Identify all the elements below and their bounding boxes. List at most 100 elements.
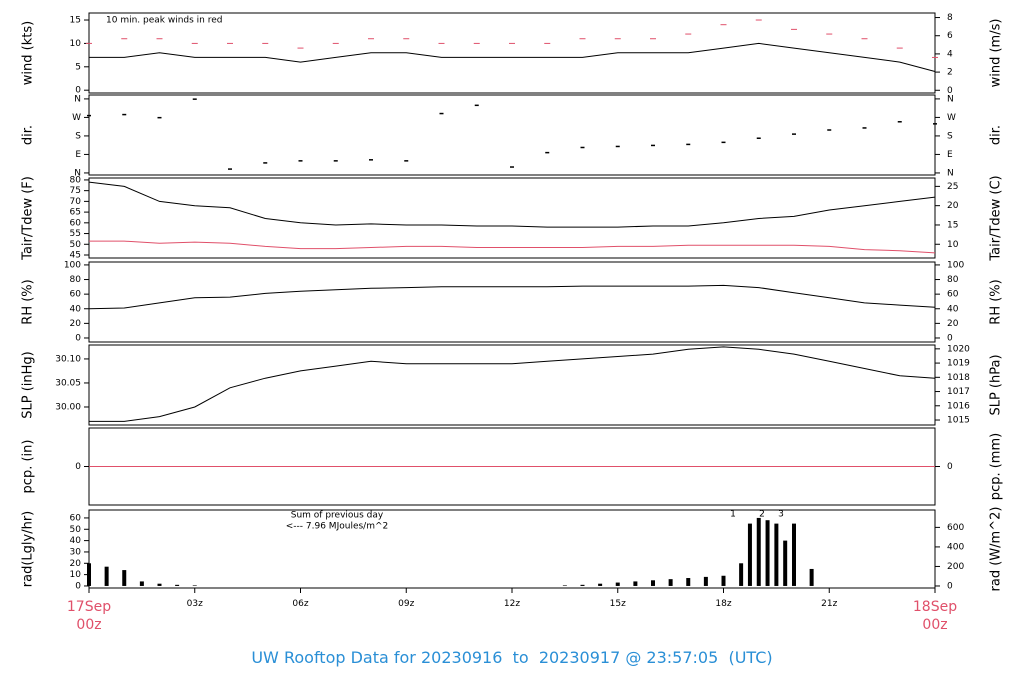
bar bbox=[580, 584, 585, 586]
data-line bbox=[88, 284, 936, 310]
bar bbox=[774, 523, 779, 586]
x-tick-label: 21z bbox=[821, 599, 838, 609]
dir-point bbox=[827, 129, 832, 131]
y-tick-label: 0 bbox=[75, 462, 81, 472]
bar bbox=[175, 584, 180, 586]
annotation: 2 bbox=[759, 510, 765, 520]
data-line bbox=[89, 240, 936, 254]
data-line bbox=[88, 181, 936, 228]
y2-tick-label: 20 bbox=[947, 319, 959, 329]
bar bbox=[651, 580, 655, 586]
dir-point bbox=[263, 162, 268, 164]
y-tick-label: 10 bbox=[70, 39, 82, 49]
bar bbox=[739, 563, 744, 586]
y-tick-label: 60 bbox=[70, 218, 82, 228]
y2-tick-label: 25 bbox=[947, 182, 958, 192]
bar bbox=[615, 582, 620, 586]
y-axis-label: pcp. (in) bbox=[21, 440, 36, 494]
y2-axis-label: Tair/Tdew (C) bbox=[989, 175, 1004, 261]
y2-tick-label: 400 bbox=[947, 542, 964, 552]
bar bbox=[756, 517, 761, 586]
dir-point bbox=[756, 137, 761, 139]
y2-tick-label: 15 bbox=[947, 220, 958, 230]
y2-tick-label: 4 bbox=[947, 49, 953, 59]
y-tick-label: E bbox=[75, 150, 81, 160]
y-axis-label: Tair/Tdew (F) bbox=[21, 176, 36, 261]
y2-tick-label: N bbox=[947, 94, 954, 104]
y-tick-label: 10 bbox=[70, 570, 82, 580]
y-tick-label: 20 bbox=[70, 319, 82, 329]
dir-point bbox=[933, 123, 937, 125]
y2-axis-label: pcp. (mm) bbox=[989, 433, 1004, 500]
annotation: 1 bbox=[730, 510, 736, 520]
y2-axis-label: rad (W/m^2) bbox=[989, 507, 1004, 592]
y-tick-label: 20 bbox=[70, 559, 82, 569]
data-line bbox=[89, 346, 936, 422]
y2-tick-label: S bbox=[947, 131, 953, 141]
y-tick-label: 30.00 bbox=[55, 402, 81, 412]
bar bbox=[703, 576, 708, 586]
y-axis-label: RH (%) bbox=[21, 279, 36, 324]
y2-tick-label: 1018 bbox=[947, 373, 970, 383]
data-line bbox=[89, 42, 936, 72]
dir-point bbox=[897, 121, 902, 123]
dir-point bbox=[792, 133, 796, 135]
annotation: 3 bbox=[778, 510, 784, 520]
y2-axis-label: SLP (hPa) bbox=[989, 354, 1004, 415]
dir-point bbox=[474, 104, 479, 107]
y-tick-label: 5 bbox=[75, 62, 81, 72]
plot-frame bbox=[88, 261, 936, 343]
y-tick-label: 45 bbox=[70, 250, 81, 260]
y-axis-label: dir. bbox=[21, 125, 36, 145]
y2-tick-label: E bbox=[947, 150, 953, 160]
x-tick-label: 09z bbox=[398, 599, 415, 609]
dir-point bbox=[87, 114, 91, 117]
y-axis-label: SLP (inHg) bbox=[21, 351, 36, 419]
dir-point bbox=[651, 144, 655, 147]
bar bbox=[122, 570, 127, 586]
y2-tick-label: 1019 bbox=[947, 359, 970, 369]
y-tick-label: 80 bbox=[70, 175, 82, 185]
y2-tick-label: 80 bbox=[947, 275, 959, 285]
dir-point bbox=[228, 168, 232, 170]
bar bbox=[792, 523, 796, 586]
bar bbox=[747, 523, 752, 586]
x-tick-label: 15z bbox=[609, 599, 626, 609]
y2-tick-label: 6 bbox=[947, 31, 953, 41]
y2-tick-label: 1015 bbox=[947, 416, 970, 426]
bar bbox=[686, 578, 691, 586]
y2-tick-label: 2 bbox=[947, 68, 953, 78]
y-axis-label: wind (kts) bbox=[21, 21, 36, 85]
y2-tick-label: 40 bbox=[947, 304, 959, 314]
dir-point bbox=[510, 166, 514, 168]
y-tick-label: 40 bbox=[70, 536, 82, 546]
y2-tick-label: N bbox=[947, 168, 954, 178]
y2-tick-label: 60 bbox=[947, 290, 959, 300]
y-tick-label: 40 bbox=[70, 304, 82, 314]
bar bbox=[809, 568, 814, 586]
annotation: 10 min. peak winds in red bbox=[106, 16, 223, 26]
bar bbox=[721, 575, 726, 586]
x-tick-label: 06z bbox=[292, 599, 309, 609]
y-tick-label: 0 bbox=[75, 333, 81, 343]
annotation: <--- 7.96 MJoules/m^2 bbox=[286, 522, 388, 532]
bar bbox=[598, 583, 603, 586]
dir-point bbox=[333, 160, 338, 162]
footer-title: UW Rooftop Data for 20230916 to 20230917… bbox=[251, 648, 773, 667]
y2-tick-label: 20 bbox=[947, 201, 959, 211]
dir-point bbox=[404, 160, 409, 162]
y2-tick-label: 0 bbox=[947, 581, 953, 591]
dir-point bbox=[298, 160, 303, 162]
y-tick-label: 0 bbox=[75, 581, 81, 591]
x-tick-label: 18Sep 00z bbox=[912, 599, 958, 634]
y-tick-label: 60 bbox=[70, 290, 82, 300]
y-tick-label: N bbox=[74, 94, 81, 104]
y-tick-label: N bbox=[74, 168, 81, 178]
x-tick-label: 17Sep 00z bbox=[66, 599, 112, 634]
bar bbox=[633, 581, 638, 586]
y-tick-label: 60 bbox=[70, 513, 82, 523]
dir-point bbox=[721, 141, 726, 144]
y2-tick-label: 10 bbox=[947, 240, 959, 250]
dir-point bbox=[157, 116, 162, 119]
